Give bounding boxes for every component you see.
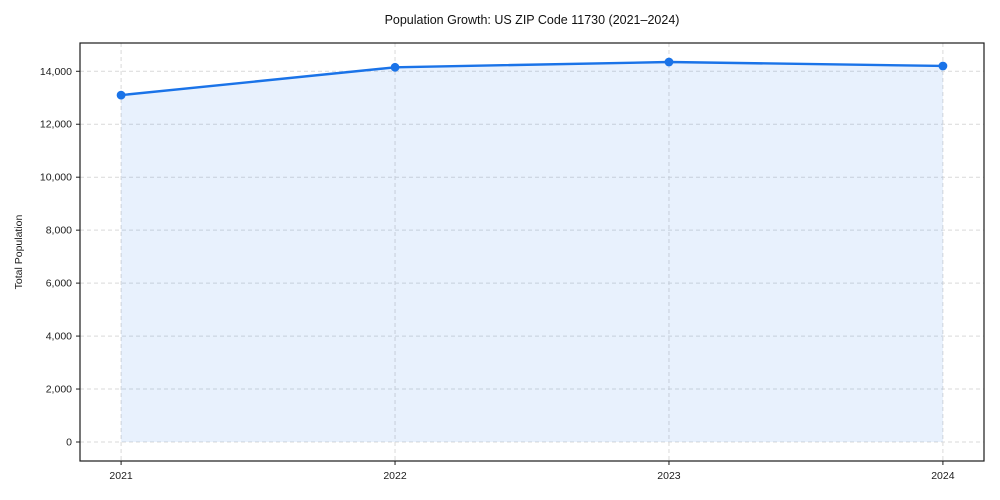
y-axis-label: Total Population [13, 214, 25, 289]
x-tick-label: 2021 [109, 470, 133, 482]
y-tick-label: 2,000 [46, 384, 72, 396]
data-point [390, 62, 400, 72]
chart-title: Population Growth: US ZIP Code 11730 (20… [385, 13, 680, 27]
area-fill [121, 62, 943, 442]
plot-background [80, 43, 984, 461]
data-point [938, 61, 948, 71]
y-tick-label: 6,000 [46, 278, 72, 290]
y-tick-label: 12,000 [40, 119, 72, 131]
x-tick-label: 2024 [931, 470, 955, 482]
x-tick-label: 2022 [383, 470, 407, 482]
x-tick-label: 2023 [657, 470, 681, 482]
y-tick-label: 10,000 [40, 172, 72, 184]
data-point [664, 57, 674, 67]
series-line [119, 60, 945, 97]
y-tick-label: 0 [66, 436, 72, 448]
y-tick-label: 8,000 [46, 225, 72, 237]
data-point [116, 90, 126, 100]
y-tick-label: 4,000 [46, 331, 72, 343]
chart-layers: 0 2,000 4,000 6,000 8,000 10,000 12,000 14,000 2… [40, 42, 985, 482]
plot-border [79, 42, 985, 462]
y-tick-label: 14,000 [40, 66, 72, 78]
